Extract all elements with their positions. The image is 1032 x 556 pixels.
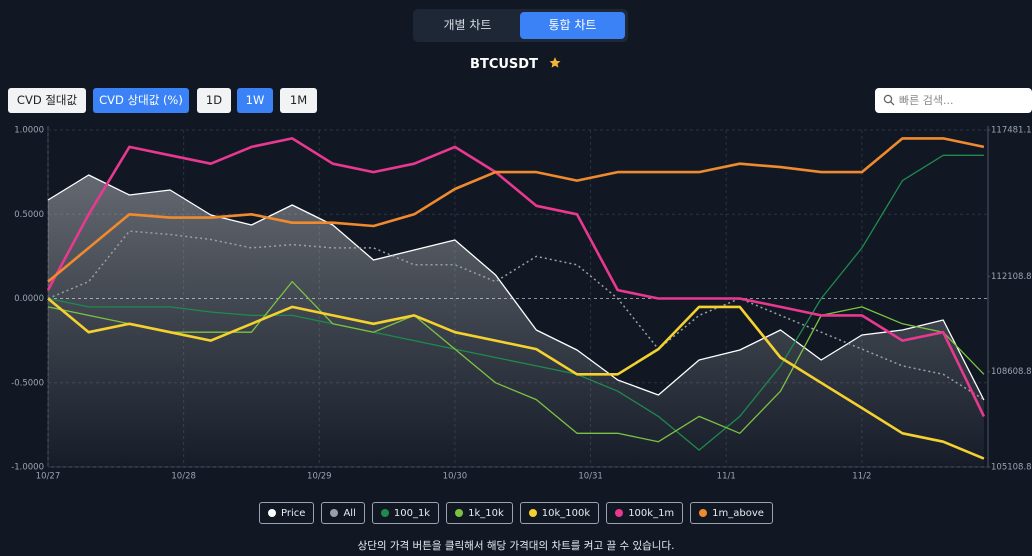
legend-label: 100_1k	[393, 507, 431, 519]
tab-active[interactable]: 통합 차트	[520, 12, 625, 39]
x-tick-label: 10/27	[36, 472, 61, 481]
x-tick-label: 10/29	[307, 472, 332, 481]
legend-swatch	[380, 509, 389, 517]
y2-tick-label: 112108.8	[991, 272, 1032, 282]
y2-tick-label: 105108.8	[991, 463, 1032, 473]
legend-label: 1k_10k	[468, 507, 504, 519]
filter-button[interactable]: 1W	[237, 88, 273, 113]
legend-label: 100k_1m	[628, 507, 675, 519]
filter-button[interactable]: 1M	[280, 88, 317, 113]
legend-label: Price	[281, 507, 306, 519]
legend-item[interactable]: 1m_above	[690, 502, 773, 524]
legend-item[interactable]: 1k_10k	[446, 502, 513, 524]
y-tick-label: -1.0000	[11, 463, 44, 473]
legend-item[interactable]: 100k_1m	[606, 502, 684, 524]
y-tick-label: 0.0000	[14, 294, 44, 304]
legend-item[interactable]: Price	[259, 502, 315, 524]
legend-swatch	[699, 509, 708, 517]
legend-item[interactable]: 100_1k	[371, 502, 440, 524]
footer-note: 상단의 가격 버튼을 클릭해서 해당 가격대의 차트를 켜고 끌 수 있습니다.	[357, 540, 675, 552]
series-line	[46, 137, 986, 417]
tab-group: 개별 차트 통합 차트	[413, 9, 628, 42]
filter-button[interactable]: 1D	[197, 88, 231, 113]
x-tick-label: 10/30	[443, 472, 468, 481]
filter-button[interactable]: CVD 상대값 (%)	[93, 88, 189, 113]
price-area	[48, 175, 984, 467]
y2-tick-label: 117481.1	[991, 126, 1032, 136]
legend-label: All	[343, 507, 356, 519]
filter-button[interactable]: CVD 절대값	[8, 88, 86, 113]
search-placeholder: 빠른 검색...	[899, 94, 954, 107]
tab[interactable]: 개별 차트	[443, 18, 492, 32]
favorite-star[interactable]	[548, 56, 562, 69]
legend-label: 1m_above	[712, 507, 764, 519]
legend: Price All 100_1k 1k_10k 10k_100k 100k_1m 1m_ab…	[0, 502, 1032, 524]
y-tick-label: 0.5000	[14, 210, 44, 220]
y-tick-label: 1.0000	[14, 126, 44, 136]
legend-label: 10k_100k	[541, 507, 591, 519]
symbol-title: BTCUSDT	[470, 57, 538, 72]
legend-item[interactable]: All	[321, 502, 365, 524]
legend-swatch	[528, 509, 537, 517]
series-line	[47, 154, 984, 451]
series-line	[47, 280, 985, 443]
x-tick-label: 11/2	[852, 472, 871, 481]
x-tick-label: 10/28	[171, 472, 196, 481]
title-row: BTCUSDT	[0, 56, 1032, 72]
legend-swatch	[330, 509, 339, 517]
y-tick-label: -0.5000	[11, 378, 44, 388]
chart: 1.0000 0.5000 0.0000 -0.5000 -1.0000 117481.1…	[11, 126, 1032, 481]
series-line	[47, 297, 985, 460]
legend-swatch	[455, 509, 464, 517]
x-tick-label: 10/31	[578, 472, 603, 481]
y2-tick-label: 108608.8	[991, 367, 1032, 377]
series-line	[47, 174, 985, 401]
search-input[interactable]: 빠른 검색...	[875, 88, 1032, 113]
legend-item[interactable]: 10k_100k	[519, 502, 600, 524]
x-tick-label: 11/1	[717, 472, 736, 481]
legend-swatch	[268, 509, 277, 517]
series-line	[47, 137, 985, 283]
legend-swatch	[615, 509, 624, 517]
search-icon	[883, 94, 895, 106]
